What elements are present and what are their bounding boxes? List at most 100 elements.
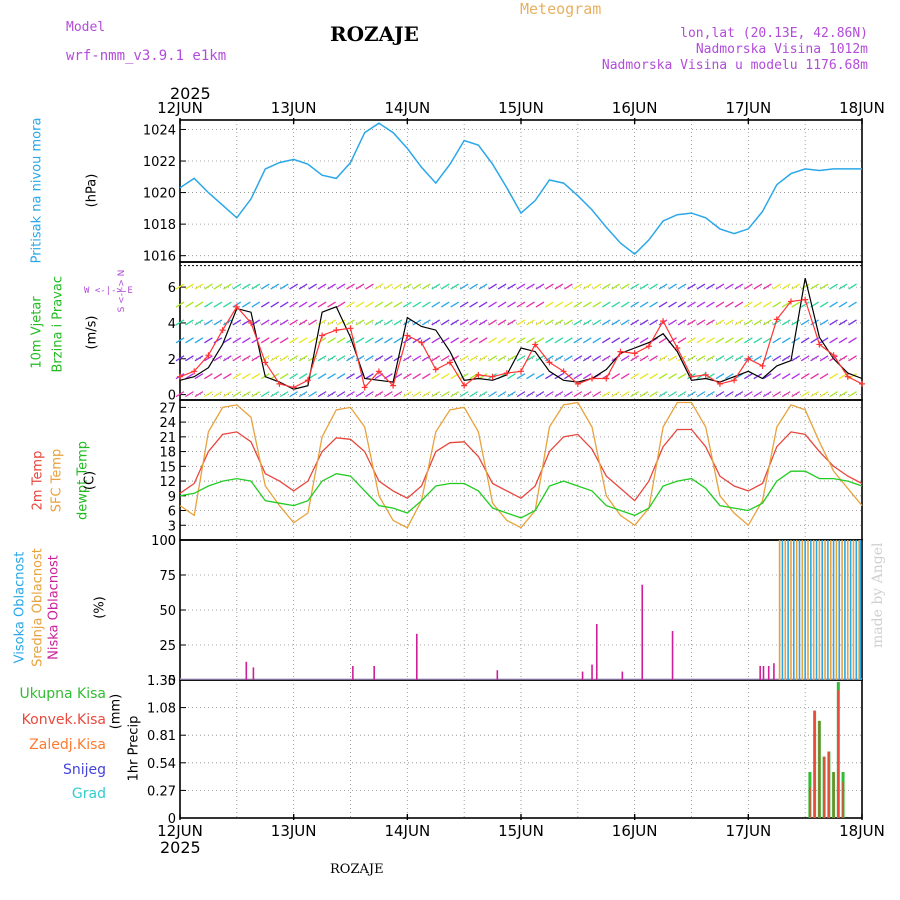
wind-barb [185,373,194,380]
wind-barb [384,319,393,326]
wind-barb [336,283,346,290]
wind-barb [639,319,649,326]
wind-barb [279,283,289,290]
wind-barb [459,373,469,380]
precip-conv-bar [809,787,811,818]
wind-barb [762,319,772,326]
wind-barb [677,373,687,380]
wind-barb [412,319,422,326]
wind-barb [355,391,365,398]
wind-barb [762,391,772,398]
wind-barb [223,373,232,380]
wind-barb [554,301,564,308]
wind-barb [194,337,204,344]
wind-barb [630,355,640,362]
wind-barb [488,337,497,344]
temp-sfc-line [179,401,863,529]
wind-compass-h: W <-|-> E [84,286,133,296]
wind-barb [526,337,535,344]
wind-barb [819,319,829,326]
wind-barb [412,391,422,398]
wind-gust-marker [375,368,382,375]
wind-barb [279,391,289,398]
precip-conv-bar [837,690,840,818]
wind-barb [526,301,535,308]
wind-barb [734,283,744,290]
wind-barb [298,301,308,308]
wind-barb [213,355,223,362]
wind-barb [592,391,602,398]
wind-barb [734,355,744,362]
wind-barb [450,283,460,290]
legend-konvek: Konvek.Kisa [21,712,106,728]
wind-barb [241,337,251,344]
wind-barb [668,283,677,290]
day-label-bottom: 18JUN [839,822,885,840]
y-tick-label: 0 [168,812,176,827]
wind-barb [317,337,327,344]
wind-barb [355,355,365,362]
wind-gust-marker [177,373,183,380]
wind-barb [611,283,621,290]
wind-barb [251,373,261,380]
wind-barb [706,283,715,290]
wind-barb [677,337,687,344]
wind-barb [232,355,242,362]
wind-barb [440,337,450,344]
wind-barb [393,283,403,290]
wind-barb [374,391,384,398]
wind-barb [753,337,763,344]
wind-barb [781,337,791,344]
wind-barb [507,373,516,380]
wind-barb [753,355,763,362]
wind-barb [232,373,242,380]
wind-barb [639,373,649,380]
wind-barb [620,337,630,344]
wind-barb [431,301,441,308]
wind-barb [384,337,393,344]
wind-barb [478,373,488,380]
wind-barb [346,355,355,362]
wind-barb [185,301,194,308]
wind-barb [743,337,753,344]
wind-barb [725,319,734,326]
wind-barb [308,283,317,290]
wind-barb [725,283,734,290]
wind-barb [829,301,838,308]
y-tick-label: 4 [168,317,176,332]
legend-snijeg: Snijeg [62,762,106,778]
wind-barb [829,337,838,344]
wind-barb [601,355,611,362]
y-tick-label: 0 [168,674,176,689]
wind-barb [185,283,194,290]
wind-gust-marker [589,375,596,382]
wind-barb [232,319,242,326]
y-tick-label: 0 [168,534,176,549]
wind-barb [715,373,725,380]
wind-barb [355,319,365,326]
wind-gust-marker [205,352,212,359]
wind-barb [270,391,280,398]
wind-barb [668,355,677,362]
wind-barb [791,283,801,290]
wind-barb [223,391,232,398]
wind-barb [194,283,204,290]
wind-barb [194,355,204,362]
day-label-bottom: 16JUN [612,822,658,840]
y-tick-label: 1024 [143,123,176,138]
wind-barb [725,391,734,398]
wind-barb [725,337,734,344]
wind-gust-marker [660,318,667,325]
wind-barb [649,301,658,308]
wind-gust-marker [631,350,638,357]
y-tick-label: 100 [151,534,176,549]
wind-barb [421,301,431,308]
wind-barb [715,355,725,362]
wind-barb [639,391,649,398]
wind-barb [658,391,668,398]
wind-barb [781,301,791,308]
wind-barb [564,337,573,344]
day-label-bottom: 12JUN [157,822,203,840]
wind-barb [175,301,185,308]
wind-barb [384,301,393,308]
